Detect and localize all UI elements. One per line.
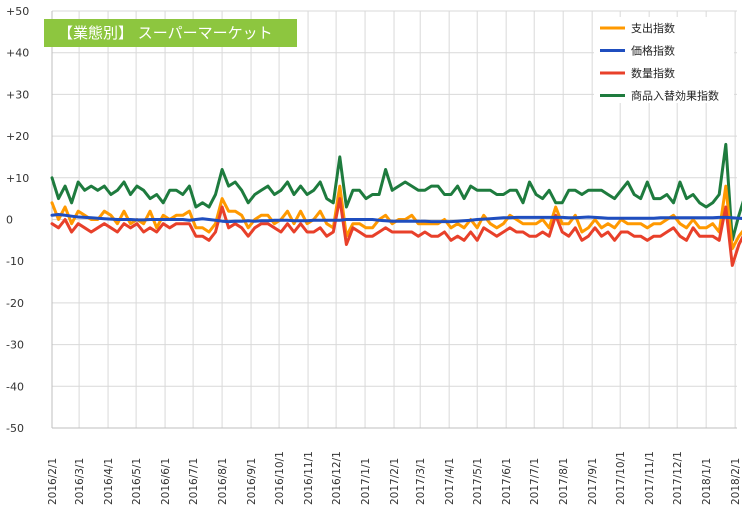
y-tick-label: +10 (6, 172, 29, 185)
legend-label: 支出指数 (631, 21, 675, 35)
x-tick-label: 2016/8/1 (217, 458, 229, 505)
series-line-2 (50, 197, 742, 267)
x-tick-label: 2016/5/1 (131, 458, 143, 505)
x-tick-label: 2016/3/1 (74, 458, 86, 505)
legend-label: 数量指数 (631, 66, 675, 80)
legend-label: 価格指数 (631, 44, 675, 58)
x-tick-label: 2016/7/1 (188, 458, 200, 505)
y-tick-label: +50 (6, 5, 29, 18)
x-tick-label: 2017/9/1 (587, 458, 599, 505)
chart-title-box: 【業態別】 スーパーマーケット (44, 19, 297, 47)
x-tick-label: 2017/11/1 (644, 451, 656, 505)
y-tick-label: -50 (6, 422, 24, 435)
legend-background (594, 17, 734, 103)
x-tick-label: 2018/1/1 (701, 458, 713, 505)
x-tick-label: 2017/10/1 (615, 451, 627, 505)
x-tick-label: 2016/12/1 (331, 451, 343, 505)
x-tick-label: 2016/9/1 (246, 458, 258, 505)
x-tick-label: 2017/2/1 (389, 458, 401, 505)
y-tick-label: -20 (6, 297, 24, 310)
axes: +50 +40 +30 +20 +10 0 -10 -20 -30 -40 -50 2016/2/1 2… (6, 5, 742, 505)
x-tick-label: 2017/12/1 (672, 451, 684, 505)
y-tick-label: +40 (6, 47, 29, 60)
x-tick-label: 2017/5/1 (472, 458, 484, 505)
y-tick-label: -30 (6, 339, 24, 352)
y-tick-label: +30 (6, 88, 29, 101)
chart-title: 【業態別】 スーパーマーケット (58, 24, 273, 42)
y-tick-label: +20 (6, 130, 29, 143)
series-line-3 (50, 142, 742, 242)
x-tick-label: 2017/6/1 (501, 458, 513, 505)
x-tick-label: 2017/7/1 (529, 458, 541, 505)
y-tick-label: -40 (6, 380, 24, 393)
x-tick-label: 2016/4/1 (103, 458, 115, 505)
title-background (44, 19, 297, 47)
x-tick-label: 2017/3/1 (415, 458, 427, 505)
x-tick-label: 2016/10/1 (274, 451, 286, 505)
x-tick-label: 2016/11/1 (303, 451, 315, 505)
x-tick-label: 2017/4/1 (444, 458, 456, 505)
x-tick-label: 2018/2/1 (730, 458, 742, 505)
x-tick-label: 2016/6/1 (160, 458, 172, 505)
legend-label: 商品入替効果指数 (631, 89, 719, 103)
x-tick-label: 2017/8/1 (558, 458, 570, 505)
y-tick-label: -10 (6, 255, 24, 268)
series-lines (50, 142, 742, 267)
y-tick-label: 0 (6, 214, 13, 227)
x-tick-label: 2016/2/1 (47, 458, 59, 505)
series-line-1 (50, 213, 742, 224)
x-tick-label: 2017/1/1 (360, 458, 372, 505)
